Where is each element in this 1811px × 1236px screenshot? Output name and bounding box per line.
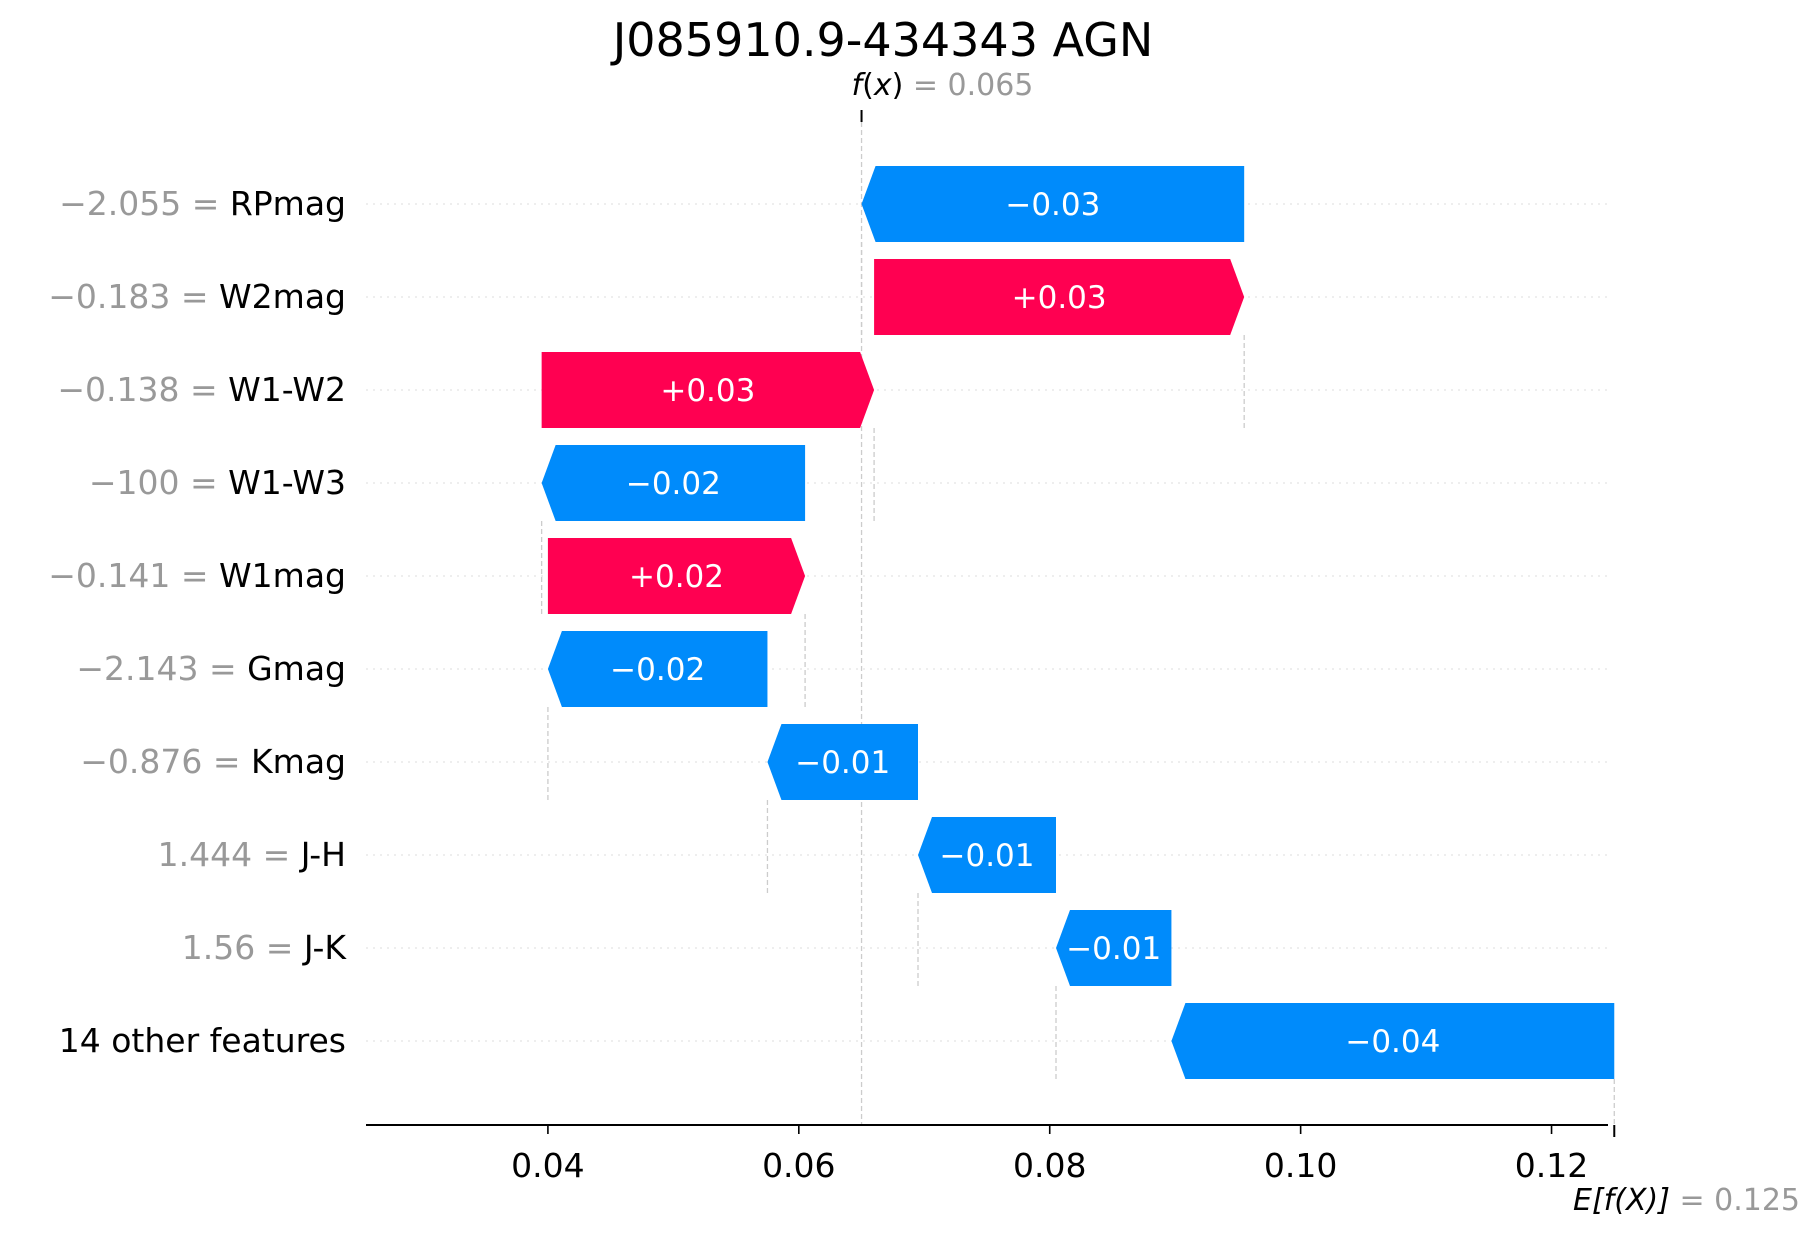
x-tick-label: 0.08 — [1013, 1146, 1086, 1185]
feature-bar — [541, 352, 875, 428]
feature-bar — [1171, 1003, 1615, 1079]
feature-label: 1.444 = J-H — [158, 835, 346, 874]
equals-sign: = — [266, 928, 304, 967]
feature-bar — [547, 631, 768, 707]
equals-sign: = — [181, 277, 219, 316]
bar-value-label: −0.02 — [626, 466, 721, 502]
expected-value: = 0.125 — [1679, 1183, 1800, 1218]
feature-name: J-K — [302, 928, 347, 967]
feature-label: 1.56 = J-K — [182, 928, 348, 967]
reference-lines — [860, 110, 1615, 1125]
fx-paren: ( — [862, 68, 874, 103]
feature-value: 1.56 — [182, 928, 266, 967]
bar-value-label: −0.03 — [1005, 187, 1100, 223]
feature-name: Kmag — [251, 742, 346, 781]
bar-value-label: +0.03 — [1012, 280, 1107, 316]
equals-sign: = — [263, 835, 301, 874]
fx-value: = 0.065 — [913, 68, 1034, 103]
feature-bar — [874, 259, 1245, 335]
feature-label: −0.141 = W1mag — [48, 556, 346, 595]
expected-annotation: E[f(X)] = 0.125 — [1573, 1183, 1800, 1218]
fx-var: x — [873, 68, 892, 103]
feature-label: −0.876 = Kmag — [80, 742, 346, 781]
feature-bar — [1056, 910, 1172, 986]
feature-value: −0.138 — [57, 370, 190, 409]
feature-value: −0.183 — [48, 277, 181, 316]
equals-sign: = — [190, 463, 228, 502]
bar-value-label: +0.02 — [629, 559, 724, 595]
feature-value: −100 — [89, 463, 190, 502]
equals-sign: = — [181, 556, 219, 595]
fx-annotation: f(x) = 0.065 — [852, 68, 1034, 103]
feature-bar — [547, 538, 806, 614]
feature-name: W1-W2 — [228, 370, 346, 409]
feature-label: 14 other features — [59, 1021, 346, 1060]
equals-sign: = — [192, 184, 230, 223]
feature-name: 14 other features — [59, 1021, 346, 1060]
feature-value: −0.141 — [48, 556, 181, 595]
equals-sign: = — [190, 370, 228, 409]
feature-name: J-H — [299, 835, 346, 874]
annotations: f(x) = 0.065 E[f(X)] = 0.125 — [852, 68, 1800, 1218]
feature-value: −2.143 — [76, 649, 209, 688]
feature-value: −0.876 — [80, 742, 213, 781]
chart-title: J085910.9-434343 AGN — [610, 13, 1154, 67]
feature-label: −2.055 = RPmag — [59, 184, 346, 223]
feature-value: 1.444 — [158, 835, 263, 874]
feature-label: −2.143 = Gmag — [76, 649, 346, 688]
bar-value-label: −0.02 — [610, 652, 705, 688]
feature-name: W1-W3 — [228, 463, 346, 502]
feature-name: RPmag — [230, 184, 346, 223]
equals-sign: = — [213, 742, 251, 781]
feature-bar — [918, 817, 1056, 893]
equals-sign: = — [209, 649, 247, 688]
bar-value-label: −0.01 — [940, 838, 1035, 874]
bar-value-label: −0.01 — [1066, 931, 1161, 967]
x-tick-label: 0.10 — [1264, 1146, 1337, 1185]
expected-label: E[f(X)] — [1573, 1183, 1679, 1218]
bars: −0.03 +0.03 +0.03 −0.02 +0.02 −0.02 −0.01 −0.01… — [541, 166, 1615, 1079]
feature-value: −2.055 — [59, 184, 192, 223]
feature-name: Gmag — [247, 649, 346, 688]
x-tick-label: 0.04 — [511, 1146, 584, 1185]
feature-label: −0.138 = W1-W2 — [57, 370, 346, 409]
feature-name: W1mag — [219, 556, 346, 595]
bar-value-label: −0.04 — [1345, 1024, 1440, 1060]
feature-label: −100 = W1-W3 — [89, 463, 346, 502]
feature-bar — [861, 166, 1245, 242]
bar-value-label: +0.03 — [660, 373, 755, 409]
feature-name: W2mag — [219, 277, 346, 316]
feature-label: −0.183 = W2mag — [48, 277, 346, 316]
feature-bar — [541, 445, 806, 521]
feature-labels: −2.055 = RPmag −0.183 = W2mag −0.138 = W1-… — [48, 184, 347, 1060]
feature-bar — [767, 724, 918, 800]
fx-paren: ) — [892, 68, 913, 103]
x-axis: 0.04 0.06 0.08 0.10 0.12 — [366, 1124, 1616, 1185]
bar-value-label: −0.01 — [795, 745, 890, 781]
x-tick-label: 0.12 — [1515, 1146, 1588, 1185]
x-tick-label: 0.06 — [762, 1146, 835, 1185]
